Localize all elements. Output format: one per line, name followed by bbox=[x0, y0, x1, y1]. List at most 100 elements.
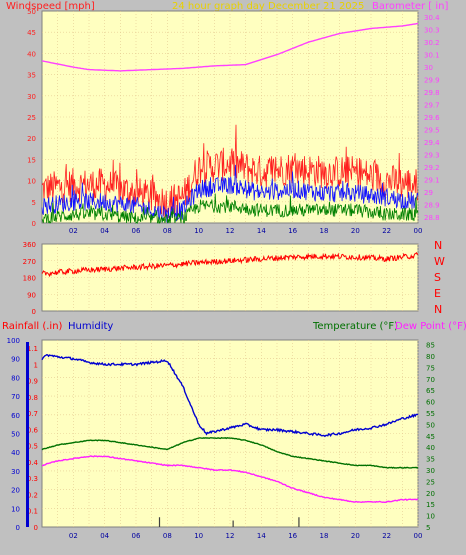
baro-tick-label: 30.2 bbox=[424, 39, 440, 47]
humidity-scale-bar bbox=[26, 342, 29, 527]
rain-tick-label: 1.1 bbox=[27, 345, 38, 353]
wind-x-tick-label: 02 bbox=[69, 227, 78, 235]
wind-tick-label: 15 bbox=[27, 156, 36, 164]
temp-tick-label: 65 bbox=[426, 387, 435, 395]
baro-tick-label: 29.9 bbox=[424, 77, 440, 85]
wind-tick-label: 30 bbox=[27, 93, 36, 101]
wind-tick-label: 25 bbox=[27, 114, 36, 122]
wind-tick-label: 5 bbox=[32, 199, 36, 207]
dir-label-s: S bbox=[434, 271, 441, 284]
rain-tick-label: 0.3 bbox=[27, 475, 38, 483]
temp-x-tick-label: 04 bbox=[100, 532, 109, 540]
dir-label-n-bottom: N bbox=[434, 303, 443, 316]
rain-tick-label: 0.7 bbox=[27, 410, 38, 418]
chart-title: 24 hour graph day December 21 2025 bbox=[172, 1, 365, 12]
wind-min-series bbox=[41, 193, 419, 224]
wind-x-tick-label: 16 bbox=[288, 227, 297, 235]
temp-x-tick-label: 10 bbox=[194, 532, 203, 540]
humidity-tick-label: 60 bbox=[11, 412, 20, 420]
temp-tick-label: 30 bbox=[426, 467, 435, 475]
baro-tick-label: 28.8 bbox=[424, 214, 440, 222]
wind-tick-label: 45 bbox=[27, 29, 36, 37]
humidity-tick-label: 50 bbox=[11, 431, 20, 439]
temperature-axis-title: Temperature (°F) bbox=[313, 321, 399, 332]
baro-tick-label: 29.4 bbox=[424, 139, 440, 147]
humidity-series bbox=[41, 353, 419, 438]
humidity-axis-title: Humidity bbox=[68, 321, 114, 332]
temp-tick-label: 20 bbox=[426, 490, 435, 498]
wind-tick-label: 35 bbox=[27, 72, 36, 80]
dewpoint-series bbox=[42, 455, 419, 504]
temp-tick-label: 85 bbox=[426, 342, 435, 350]
temp-x-tick-label: 14 bbox=[257, 532, 266, 540]
wind-x-tick-label: 20 bbox=[351, 227, 360, 235]
temp-tick-label: 75 bbox=[426, 364, 435, 372]
temp-tick-label: 35 bbox=[426, 456, 435, 464]
rain-tick-label: 0.9 bbox=[27, 378, 38, 386]
temp-tick-label: 70 bbox=[426, 376, 435, 384]
rain-tick-label: 0.8 bbox=[27, 394, 38, 402]
temperature-series bbox=[41, 436, 419, 469]
dir-label-w: W bbox=[434, 255, 445, 268]
temp-tick-label: 55 bbox=[426, 410, 435, 418]
direction-tick-label: 270 bbox=[23, 258, 36, 266]
humidity-tick-label: 30 bbox=[11, 468, 20, 476]
rain-tick-label: 0.6 bbox=[27, 426, 39, 434]
temp-tick-label: 60 bbox=[426, 399, 435, 407]
rain-tick-label: 1 bbox=[34, 361, 38, 369]
rain-tick-label: 0 bbox=[34, 524, 38, 532]
humidity-tick-label: 90 bbox=[11, 356, 20, 364]
temp-tick-label: 15 bbox=[426, 501, 435, 509]
direction-tick-label: 180 bbox=[23, 275, 36, 283]
temp-x-tick-label: 20 bbox=[351, 532, 360, 540]
wind-tick-label: 10 bbox=[27, 178, 36, 186]
dir-label-e: E bbox=[434, 287, 441, 300]
wind-gust-series bbox=[41, 124, 419, 219]
baro-tick-label: 29.8 bbox=[424, 89, 440, 97]
humidity-tick-label: 0 bbox=[16, 524, 20, 532]
wind-tick-label: 0 bbox=[32, 220, 36, 228]
temp-x-tick-label: 02 bbox=[69, 532, 78, 540]
barometer-series bbox=[41, 22, 419, 72]
wind-x-tick-label: 14 bbox=[257, 227, 266, 235]
wind-x-tick-label: 06 bbox=[132, 227, 141, 235]
humidity-tick-label: 70 bbox=[11, 393, 20, 401]
wind-x-tick-label: 22 bbox=[382, 227, 391, 235]
temp-x-tick-label: 00 bbox=[414, 532, 423, 540]
wind-tick-label: 20 bbox=[27, 135, 36, 143]
baro-tick-label: 29.5 bbox=[424, 126, 440, 134]
wind-x-tick-label: 10 bbox=[194, 227, 203, 235]
baro-tick-label: 30.3 bbox=[424, 27, 440, 35]
rain-tick-label: 0.5 bbox=[27, 443, 38, 451]
temp-x-tick-label: 16 bbox=[288, 532, 297, 540]
barometer-axis-title: Barometer [ in] bbox=[372, 1, 449, 12]
wind-tick-label: 50 bbox=[27, 8, 36, 16]
temp-tick-label: 40 bbox=[426, 444, 435, 452]
baro-tick-label: 29.1 bbox=[424, 176, 440, 184]
temp-tick-label: 50 bbox=[426, 421, 435, 429]
baro-tick-label: 30.4 bbox=[424, 14, 440, 22]
baro-tick-label: 30.1 bbox=[424, 52, 440, 60]
wind-x-tick-label: 00 bbox=[414, 227, 423, 235]
temp-tick-label: 25 bbox=[426, 478, 435, 486]
baro-tick-label: 28.9 bbox=[424, 201, 440, 209]
temp-x-tick-label: 06 bbox=[132, 532, 141, 540]
direction-tick-label: 0 bbox=[32, 308, 36, 316]
dewpoint-axis-title: Dew Point (°F) bbox=[395, 321, 466, 332]
temp-tick-label: 45 bbox=[426, 433, 435, 441]
wind-x-tick-label: 12 bbox=[226, 227, 235, 235]
baro-tick-label: 29.7 bbox=[424, 102, 440, 110]
humidity-tick-label: 80 bbox=[11, 374, 20, 382]
humidity-tick-label: 100 bbox=[7, 337, 20, 345]
humidity-tick-label: 40 bbox=[11, 449, 20, 457]
baro-tick-label: 29.6 bbox=[424, 114, 440, 122]
windspeed-axis-title: Windspeed [mph] bbox=[6, 1, 95, 12]
temp-x-tick-label: 22 bbox=[382, 532, 391, 540]
temp-tick-label: 80 bbox=[426, 353, 435, 361]
temp-x-tick-label: 12 bbox=[226, 532, 235, 540]
baro-tick-label: 30 bbox=[424, 64, 433, 72]
baro-tick-label: 29.3 bbox=[424, 151, 440, 159]
temp-tick-label: 10 bbox=[426, 513, 435, 521]
direction-tick-label: 90 bbox=[27, 291, 36, 299]
